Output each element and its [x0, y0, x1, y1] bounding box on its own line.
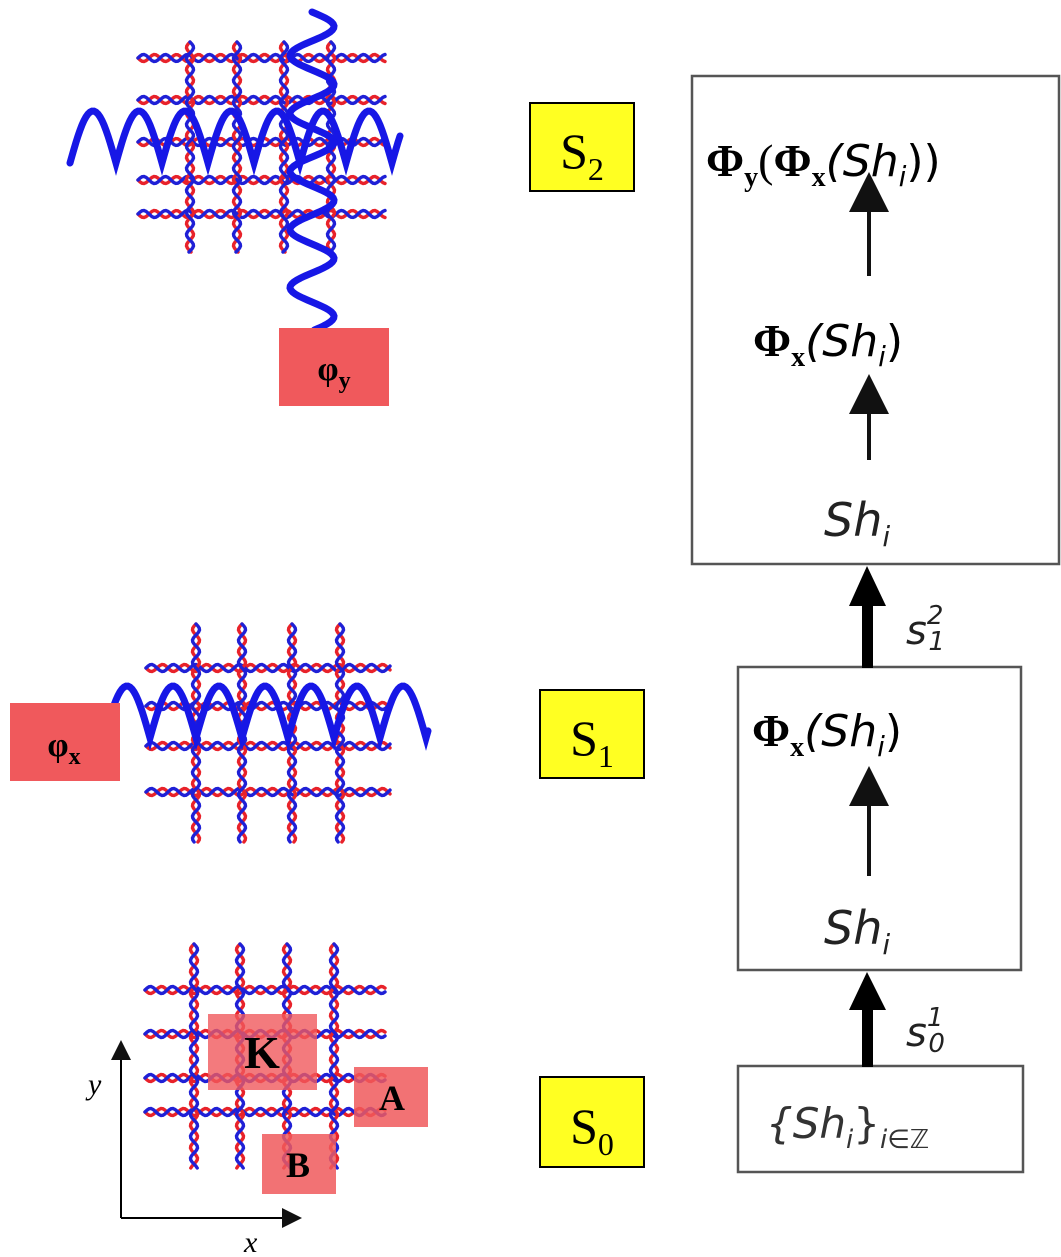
lattice-s1	[144, 622, 392, 844]
stage-s0: S0	[539, 1076, 645, 1168]
lattice-strand	[144, 786, 392, 798]
lattice-strand	[188, 942, 200, 1170]
lattice-strand	[143, 984, 387, 996]
lattice-strand	[136, 52, 387, 64]
lattice-strand	[184, 40, 196, 254]
site-box-A	[354, 1067, 428, 1127]
formula-phi-x-top: Φx(Shi)	[753, 315, 903, 373]
wave-phi-y-s2	[286, 8, 338, 334]
lattice-strand	[334, 622, 346, 844]
lattice-strand	[278, 40, 290, 254]
lattice-strand	[136, 208, 387, 220]
box-s0	[736, 1064, 1025, 1174]
box-s1	[736, 665, 1023, 972]
y-axis-label: y	[85, 1068, 102, 1101]
stage-s2: S2	[529, 102, 635, 192]
wave-phi-x-s2	[66, 107, 404, 176]
lattice-strand	[136, 94, 387, 106]
svg-text:S0: S0	[570, 1098, 614, 1162]
lattice-strand	[136, 94, 387, 106]
phi-x-label: φx	[47, 727, 80, 770]
lattice-strand	[231, 40, 243, 254]
site-label-A: A	[379, 1078, 405, 1118]
lattice-strand	[144, 662, 392, 674]
formula-phi-y-phi-x: Φy(Φx(Shi))	[706, 135, 941, 193]
lattice-strand	[136, 52, 387, 64]
formula-phi-x-mid: Φx(Shi)	[752, 705, 902, 763]
site-box-B	[262, 1134, 336, 1194]
stage-s1: S1	[539, 689, 645, 779]
site-label-K: K	[244, 1027, 280, 1078]
site-box-K	[208, 1014, 317, 1090]
site-label-B: B	[286, 1145, 310, 1185]
transition-s1-2: s2 1	[906, 601, 945, 657]
site-box-phi-x	[10, 703, 120, 781]
lattice-strand	[143, 1106, 387, 1118]
arrow-s1-to-s2	[849, 566, 886, 668]
phi-y-label: φy	[317, 351, 350, 394]
lattice-strand	[328, 942, 340, 1170]
svg-text:S1: S1	[570, 710, 614, 774]
arrow-s0-to-s1	[849, 972, 886, 1067]
lattice-strand	[144, 740, 392, 752]
box-s2	[690, 74, 1061, 566]
transition-s0-1: s1 0	[906, 1003, 945, 1059]
formula-sh-top: Shi	[824, 493, 890, 553]
x-axis-label: x	[243, 1226, 258, 1257]
lattice-strand	[136, 208, 387, 220]
lattice-strand	[136, 174, 387, 186]
svg-text:S2: S2	[560, 123, 604, 187]
site-box-phi-y	[279, 328, 389, 406]
wave-phi-x-s1	[100, 682, 432, 751]
formula-sh-mid: Shi	[824, 901, 890, 961]
lattice-strand	[136, 174, 387, 186]
formula-set-sh: {Shi}i∈ℤ	[766, 1099, 929, 1155]
